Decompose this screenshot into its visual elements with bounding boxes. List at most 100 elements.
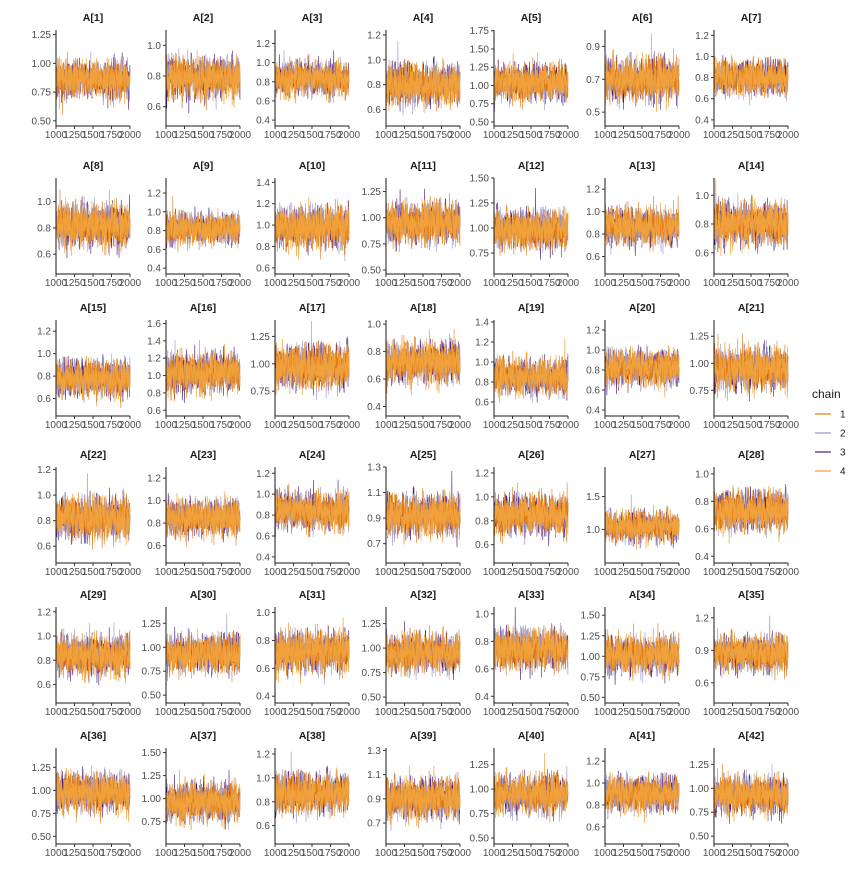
x-tick-label: 2000 bbox=[119, 707, 142, 718]
y-tick-label: 0.75 bbox=[690, 808, 710, 819]
x-tick-label: 1000 bbox=[483, 420, 506, 431]
y-tick-label: 1.2 bbox=[586, 757, 600, 768]
y-tick-label: 0.8 bbox=[37, 516, 51, 527]
x-tick-label: 2000 bbox=[449, 420, 472, 431]
panel-title: A[32] bbox=[410, 589, 436, 601]
y-tick-label: 0.6 bbox=[586, 386, 600, 397]
trace-lines bbox=[385, 620, 461, 681]
chain-4-trace bbox=[713, 178, 789, 257]
x-tick-label: 2000 bbox=[777, 567, 800, 578]
y-tick-label: 0.75 bbox=[32, 88, 52, 99]
trace-lines bbox=[713, 615, 789, 681]
trace-lines bbox=[274, 321, 350, 400]
y-tick-label: 1.25 bbox=[251, 332, 271, 343]
y-tick-label: 1.0 bbox=[695, 191, 709, 202]
trace-lines bbox=[274, 197, 350, 262]
x-tick-label: 1000 bbox=[264, 420, 287, 431]
y-tick-label: 1.0 bbox=[37, 349, 51, 360]
panel-title: A[17] bbox=[299, 302, 325, 314]
x-tick-label: 1750 bbox=[319, 707, 342, 718]
trace-panel: A[11] 0.50 0.75 1.00 1.25 1000125015001750200… bbox=[362, 160, 472, 289]
x-tick-label: 1750 bbox=[758, 848, 781, 859]
legend-label: 2 bbox=[840, 429, 846, 440]
trace-lines bbox=[385, 470, 461, 548]
x-tick-label: 1250 bbox=[282, 420, 305, 431]
x-tick-label: 2000 bbox=[668, 567, 691, 578]
y-tick-label: 0.6 bbox=[367, 105, 381, 116]
x-tick-label: 1000 bbox=[155, 567, 178, 578]
panel-title: A[31] bbox=[299, 589, 325, 601]
x-tick-label: 2000 bbox=[338, 130, 361, 141]
trace-lines bbox=[385, 765, 461, 831]
y-tick-label: 0.8 bbox=[37, 372, 51, 383]
chain-4-trace bbox=[385, 765, 461, 827]
x-tick-label: 1500 bbox=[192, 130, 215, 141]
x-tick-label: 1250 bbox=[173, 707, 196, 718]
trace-lines bbox=[55, 51, 131, 115]
y-tick-label: 1.0 bbox=[147, 41, 161, 52]
x-tick-label: 1750 bbox=[210, 130, 233, 141]
trace-lines bbox=[55, 473, 131, 550]
y-tick-label: 1.25 bbox=[690, 760, 710, 771]
legend: chain 1 2 3 4 bbox=[812, 387, 846, 478]
trace-panel: A[5] 0.50 0.75 1.00 1.25 1.50 1.75 100012501500… bbox=[470, 12, 580, 141]
x-tick-label: 1250 bbox=[393, 278, 416, 289]
y-tick-label: 0.6 bbox=[695, 678, 709, 689]
y-tick-label: 1.25 bbox=[362, 187, 382, 198]
y-tick-label: 1.50 bbox=[470, 44, 490, 55]
x-tick-label: 1250 bbox=[63, 848, 86, 859]
y-tick-label: 1.2 bbox=[147, 474, 161, 485]
trace-panel: A[30] 0.50 0.75 1.00 1.25 1000125015001750200… bbox=[142, 589, 252, 718]
y-tick-label: 0.9 bbox=[367, 514, 381, 525]
x-tick-label: 2000 bbox=[668, 278, 691, 289]
y-tick-label: 1.0 bbox=[256, 58, 270, 69]
x-tick-label: 2000 bbox=[557, 848, 580, 859]
x-tick-label: 1500 bbox=[520, 848, 543, 859]
y-tick-label: 1.4 bbox=[147, 336, 161, 347]
y-tick-label: 0.8 bbox=[695, 73, 709, 84]
chain-4-trace bbox=[55, 765, 131, 823]
x-tick-label: 1000 bbox=[594, 278, 617, 289]
x-tick-label: 1250 bbox=[282, 707, 305, 718]
y-tick-label: 1.0 bbox=[147, 371, 161, 382]
y-tick-label: 0.8 bbox=[256, 77, 270, 88]
x-tick-label: 1750 bbox=[758, 707, 781, 718]
chain-4-trace bbox=[604, 202, 680, 253]
legend-label: 4 bbox=[840, 467, 846, 478]
panel-title: A[15] bbox=[80, 302, 106, 314]
panel-title: A[16] bbox=[190, 302, 216, 314]
x-tick-label: 2000 bbox=[229, 420, 252, 431]
y-tick-label: 1.2 bbox=[37, 607, 51, 618]
y-tick-label: 0.75 bbox=[362, 239, 382, 250]
x-tick-label: 1750 bbox=[210, 278, 233, 289]
y-tick-label: 0.75 bbox=[142, 667, 162, 678]
chain-4-trace bbox=[493, 752, 569, 824]
y-tick-label: 1.25 bbox=[142, 771, 162, 782]
y-tick-label: 0.8 bbox=[695, 497, 709, 508]
trace-lines bbox=[55, 353, 131, 409]
x-tick-label: 1750 bbox=[758, 278, 781, 289]
y-tick-label: 0.6 bbox=[37, 680, 51, 691]
x-tick-label: 1500 bbox=[192, 567, 215, 578]
y-tick-label: 1.75 bbox=[470, 26, 490, 37]
y-tick-label: 1.2 bbox=[475, 468, 489, 479]
y-tick-label: 1.00 bbox=[142, 794, 162, 805]
y-tick-label: 1.25 bbox=[32, 30, 52, 41]
panel-title: A[41] bbox=[629, 730, 655, 742]
x-tick-label: 1000 bbox=[264, 707, 287, 718]
y-tick-label: 1.3 bbox=[367, 463, 381, 474]
x-tick-label: 2000 bbox=[119, 567, 142, 578]
chain-4-trace bbox=[493, 482, 569, 543]
chain-4-trace bbox=[55, 56, 131, 105]
y-tick-label: 0.8 bbox=[147, 388, 161, 399]
y-tick-label: 0.50 bbox=[142, 691, 162, 702]
trace-lines bbox=[713, 763, 789, 824]
y-tick-label: 1.0 bbox=[475, 358, 489, 369]
y-tick-label: 1.4 bbox=[475, 318, 489, 329]
panel-title: A[18] bbox=[410, 302, 436, 314]
x-tick-label: 1000 bbox=[594, 130, 617, 141]
x-tick-label: 2000 bbox=[229, 848, 252, 859]
x-tick-label: 1250 bbox=[63, 567, 86, 578]
